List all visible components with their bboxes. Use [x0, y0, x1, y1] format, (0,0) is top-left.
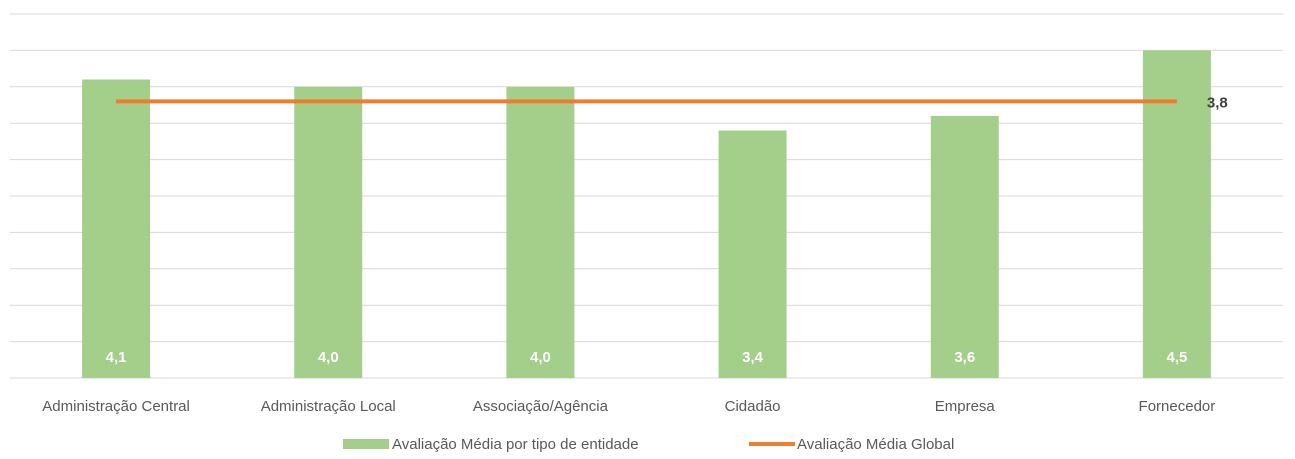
bar	[930, 115, 999, 379]
x-tick-label: Associação/Agência	[473, 398, 609, 415]
legend: Avaliação Média por tipo de entidade Aval…	[343, 436, 954, 453]
bar	[1142, 50, 1211, 379]
bar-value-label: 3,6	[954, 349, 975, 366]
x-tick-label: Fornecedor	[1139, 398, 1216, 415]
bar-value-label: 4,5	[1166, 349, 1187, 366]
legend-bar-label: Avaliação Média por tipo de entidade	[392, 436, 639, 453]
x-tick-label: Empresa	[935, 398, 996, 415]
labels: 4,1 Administração Central 4,0 Administração…	[42, 94, 1227, 415]
bar	[718, 130, 787, 378]
x-tick-label: Administração Central	[42, 398, 190, 415]
x-tick-label: Cidadão	[725, 398, 781, 415]
bar-value-label: 4,0	[530, 349, 551, 366]
x-tick-label: Administração Local	[261, 398, 396, 415]
legend-bar-swatch	[343, 439, 389, 449]
average-line-label: 3,8	[1207, 94, 1228, 111]
bar-value-label: 3,4	[742, 349, 764, 366]
bars	[82, 50, 1211, 379]
bar	[506, 86, 575, 379]
legend-line-label: Avaliação Média Global	[797, 436, 954, 453]
bar	[82, 79, 151, 379]
bar-value-label: 4,1	[106, 349, 127, 366]
bar	[294, 86, 363, 379]
bar-value-label: 4,0	[318, 349, 339, 366]
gridlines	[10, 13, 1283, 379]
